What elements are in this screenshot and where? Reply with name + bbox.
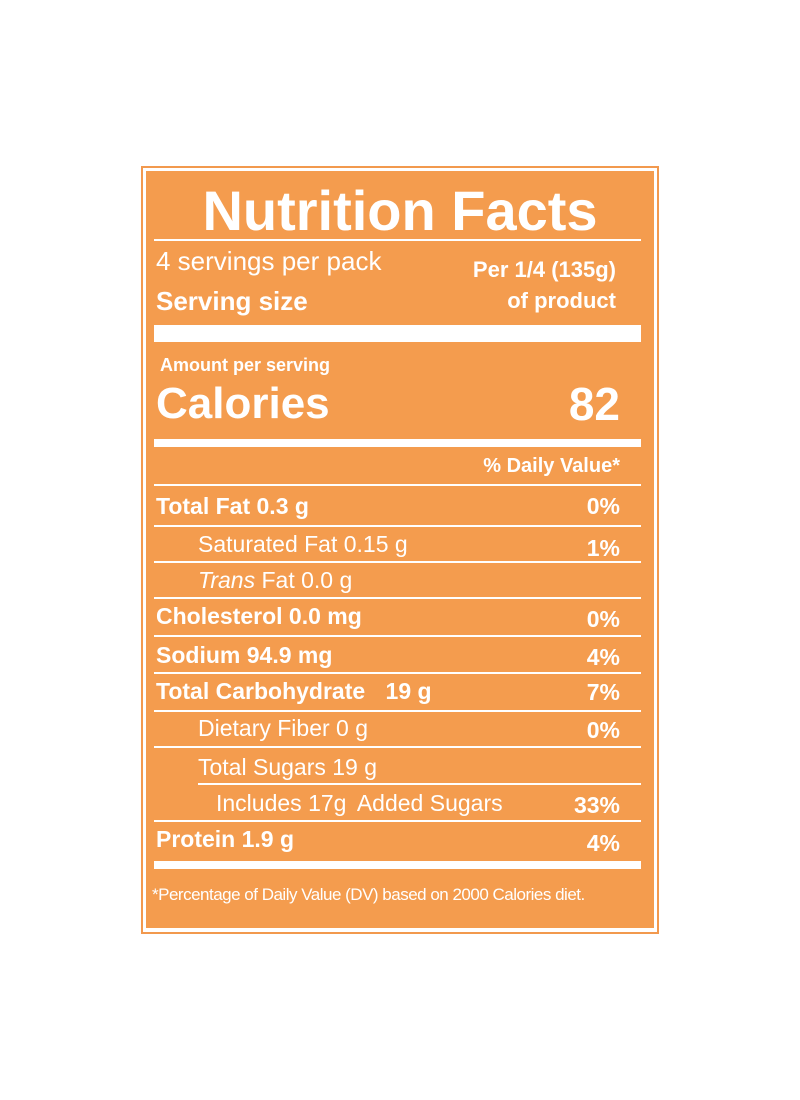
nutrient-row-total-sugars: Total Sugars 19 g [198,751,377,783]
nutrient-name: Saturated Fat [198,531,338,557]
nutrient-row-total-carbohydrate: Total Carbohydrate 19 g [156,675,432,707]
serving-size-value-line1: Per 1/4 (135g) [472,257,616,282]
thick-divider [154,439,641,447]
nutrient-row-protein: Protein 1.9 g [156,823,294,855]
footnote: *Percentage of Daily Value (DV) based on… [152,885,585,904]
nutrient-row-added-sugars: Includes 17g Added Sugars [216,787,503,819]
divider [154,561,641,563]
divider [154,239,641,241]
divider [154,710,641,712]
nutrient-row-cholesterol: Cholesterol 0.0 mg [156,600,362,632]
nutrient-name-italic: Trans [198,567,256,593]
nutrient-name: Total Carbohydrate [156,678,366,704]
servings-per-pack: 4 servings per pack [156,246,382,276]
nutrient-amount: 0.15 g [343,531,408,557]
amount-per-serving: Amount per serving [160,355,331,375]
nutrient-amount: 94.9 mg [246,642,333,668]
divider [154,746,641,748]
nutrient-name: Added Sugars [356,790,503,816]
nutrient-name: Total Fat [156,493,251,519]
nutrient-amount: 0.3 g [256,493,309,519]
nutrient-dv: 4% [586,830,620,856]
divider [198,783,641,785]
divider [154,597,641,599]
nutrient-dv: 7% [586,679,620,705]
calories-value: 82 [568,378,620,430]
nutrient-dv: 0% [586,606,620,632]
nutrient-dv: 4% [586,644,620,670]
nutrient-name: Dietary Fiber [198,715,330,741]
nutrient-row-dietary-fiber: Dietary Fiber 0 g [198,712,368,744]
thick-divider [154,325,641,342]
nutrient-dv: 1% [586,535,620,561]
nutrient-amount: 0.0 g [301,567,353,593]
nutrient-name: Total Sugars [198,754,326,780]
nutrient-row-trans-fat: Trans Fat 0.0 g [198,564,352,596]
serving-size-value-line2: of product [507,288,616,313]
nutrient-name: Fat [261,567,295,593]
daily-value-header: % Daily Value* [483,455,620,477]
nutrition-facts-panel: Nutrition Facts 4 servings per pack Serv… [146,171,654,928]
nutrient-amount: 19 g [332,754,378,780]
calories-label: Calories [156,379,330,428]
divider [154,525,641,527]
nutrient-row-saturated-fat: Saturated Fat 0.15 g [198,528,408,560]
nutrient-dv: 0% [586,717,620,743]
nutrient-amount: 0.0 mg [288,603,362,629]
nutrient-name: Protein [156,826,236,852]
nutrient-dv: 33% [573,792,620,818]
divider [154,820,641,822]
divider [154,484,641,486]
nutrient-amount: 0 g [336,715,369,741]
label-title: Nutrition Facts [202,179,598,242]
nutrient-amount: 19 g [385,678,432,704]
divider [154,672,641,674]
nutrient-dv: 0% [586,493,620,519]
nutrient-row-sodium: Sodium 94.9 mg [156,639,332,671]
nutrient-name: Sodium [156,642,241,668]
nutrient-name: Cholesterol [156,603,283,629]
serving-size-label: Serving size [156,286,308,316]
divider [154,635,641,637]
nutrient-row-total-fat: Total Fat 0.3 g [156,490,309,522]
thick-divider [154,861,641,869]
nutrient-amount: 1.9 g [241,826,295,852]
nutrient-amount: 17g [308,790,347,816]
nutrient-name-prefix: Includes [216,790,302,816]
